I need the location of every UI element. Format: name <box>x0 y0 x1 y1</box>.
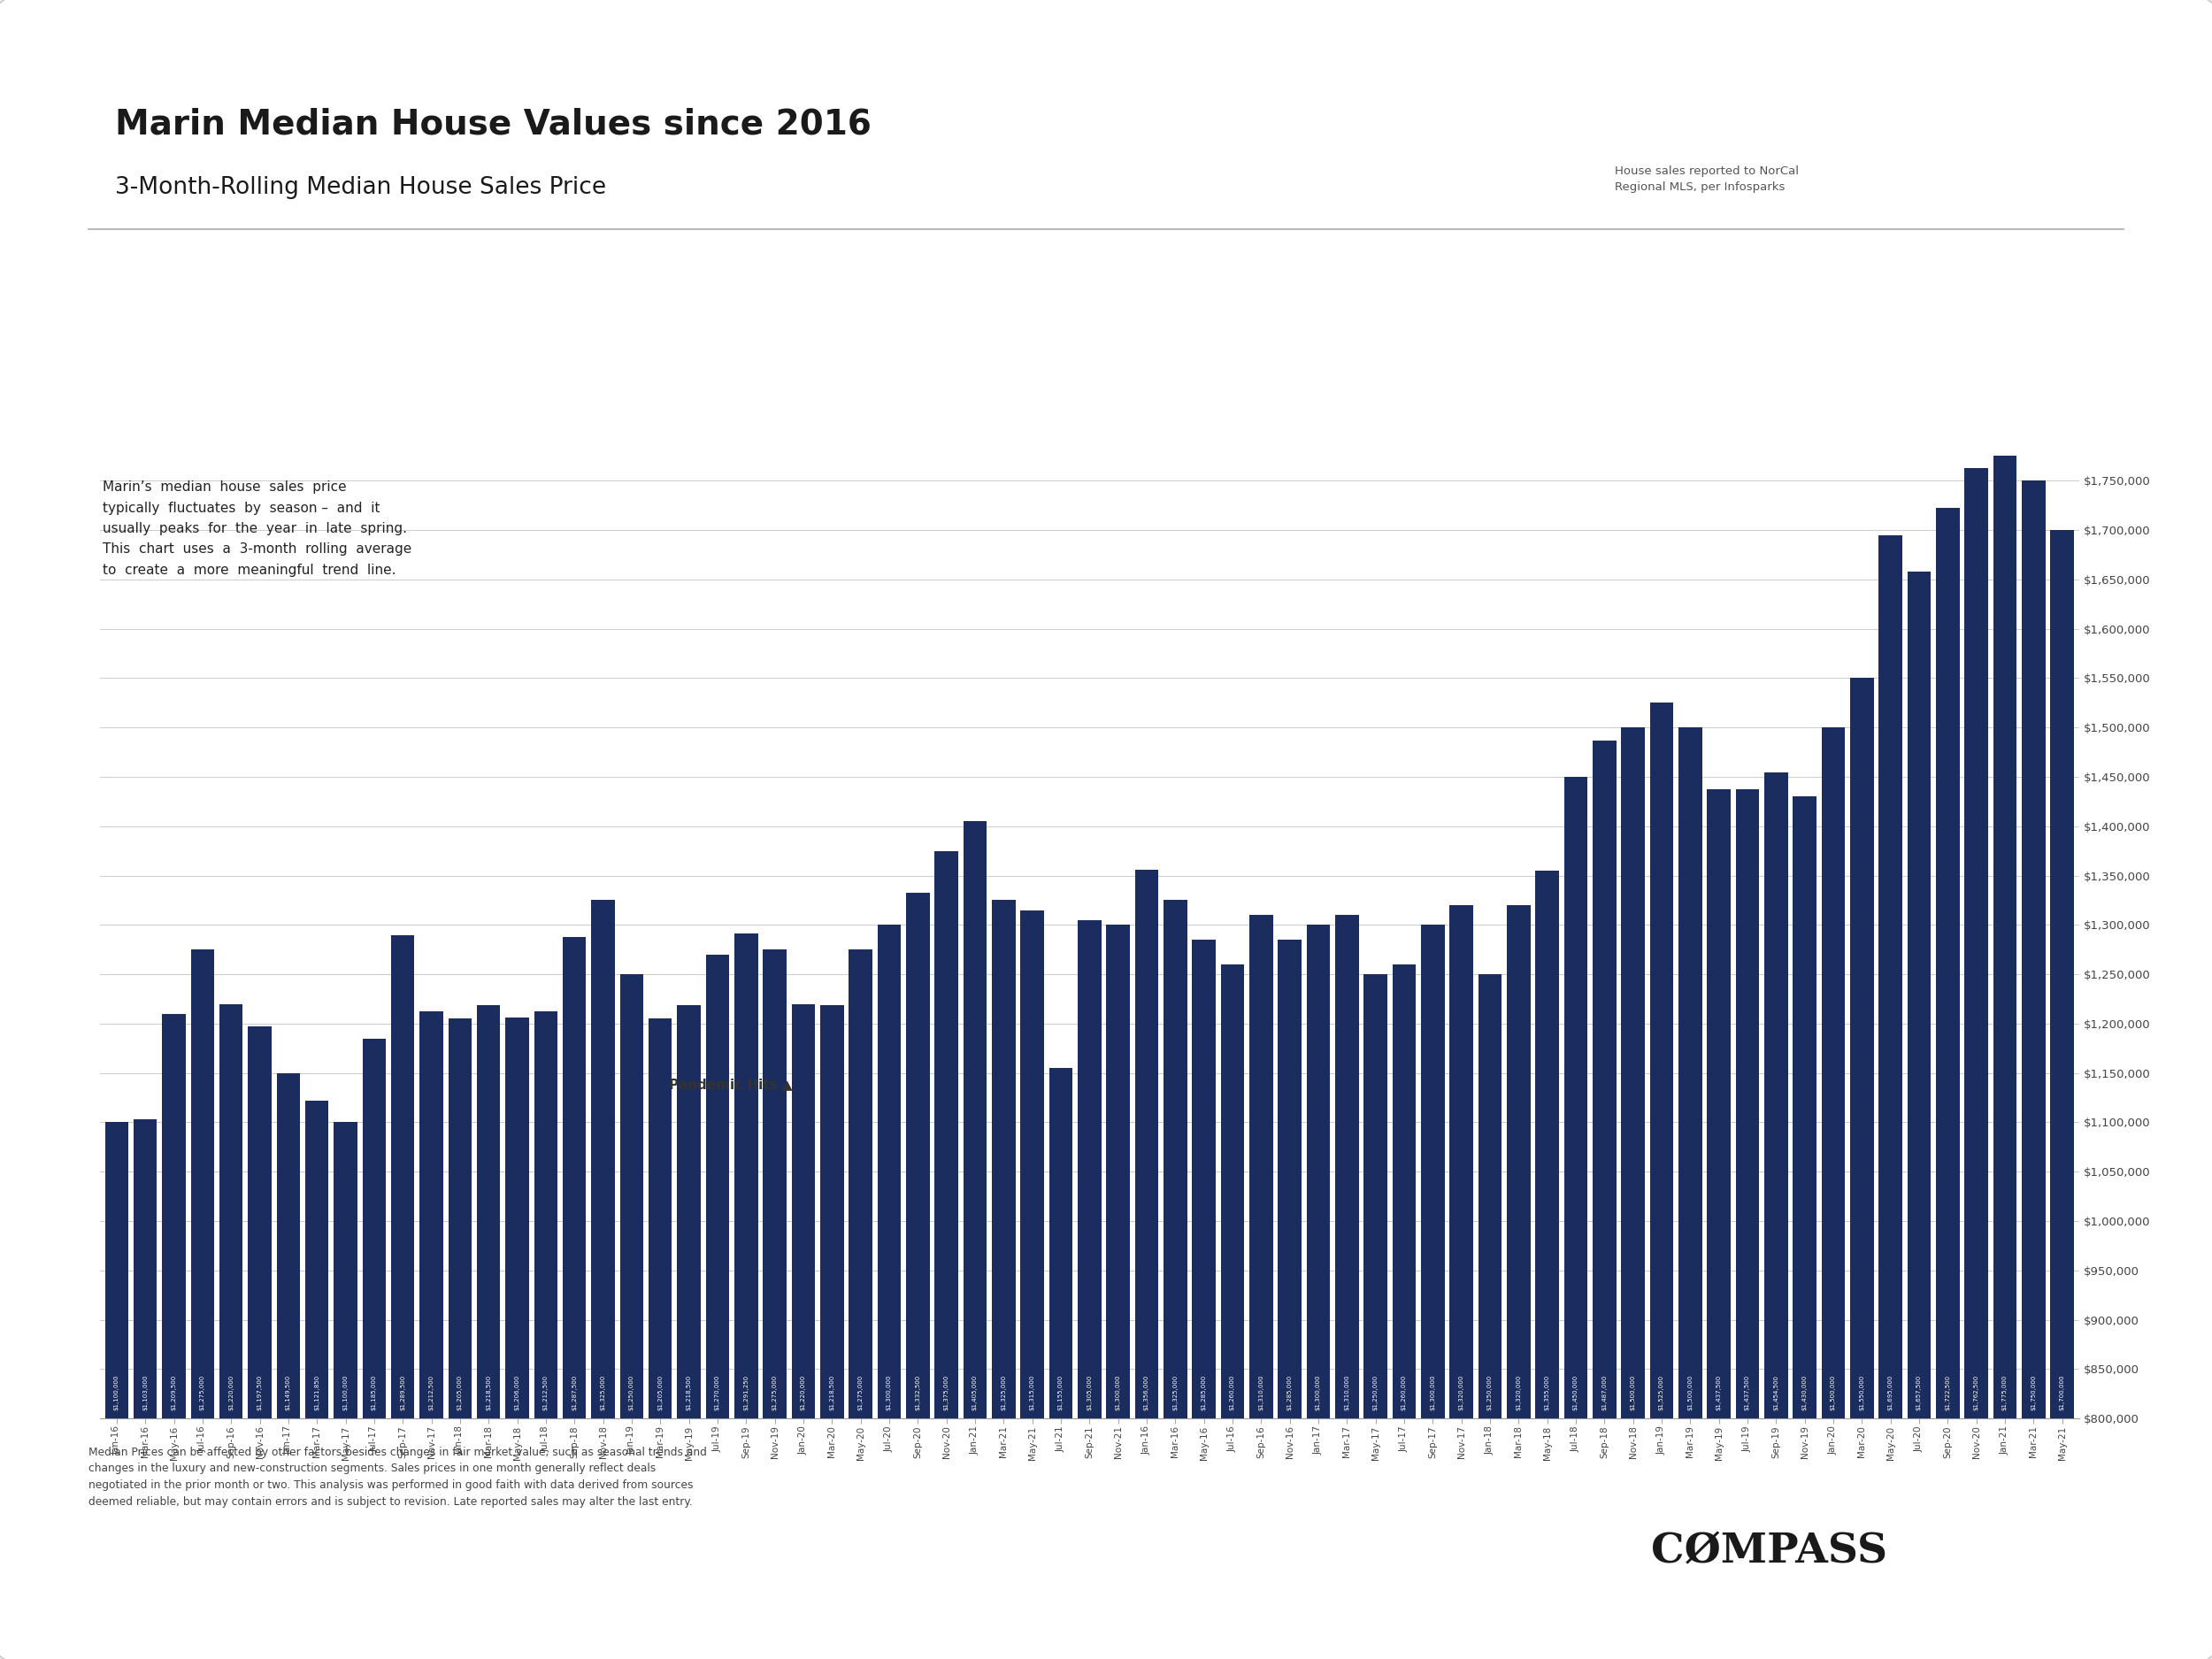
Text: $1,356,000: $1,356,000 <box>1144 1375 1150 1410</box>
Bar <box>792 1004 814 1659</box>
Text: $1,722,500: $1,722,500 <box>1944 1375 1951 1410</box>
Text: Marin Median House Values since 2016: Marin Median House Values since 2016 <box>115 108 872 141</box>
Text: $1,285,000: $1,285,000 <box>1287 1375 1292 1410</box>
Bar <box>449 1019 471 1659</box>
Text: $1,209,500: $1,209,500 <box>170 1375 177 1410</box>
Bar <box>1449 906 1473 1659</box>
Bar <box>991 901 1015 1659</box>
Bar <box>1279 939 1301 1659</box>
Text: $1,100,000: $1,100,000 <box>343 1375 347 1410</box>
Text: $1,285,000: $1,285,000 <box>1201 1375 1206 1410</box>
Bar <box>734 934 759 1659</box>
Text: $1,205,000: $1,205,000 <box>657 1375 664 1410</box>
Text: $1,310,000: $1,310,000 <box>1345 1375 1349 1410</box>
Bar <box>190 949 215 1659</box>
Bar <box>1192 939 1217 1659</box>
Bar <box>1679 727 1701 1659</box>
Bar <box>1535 871 1559 1659</box>
Bar <box>1221 964 1243 1659</box>
Text: $1,300,000: $1,300,000 <box>1316 1375 1321 1410</box>
Bar <box>1420 926 1444 1659</box>
Bar <box>2051 531 2075 1659</box>
Bar <box>420 1012 442 1659</box>
Bar <box>1478 974 1502 1659</box>
Bar <box>677 1005 701 1659</box>
Bar <box>276 1073 301 1659</box>
Text: $1,775,000: $1,775,000 <box>2002 1375 2008 1410</box>
Text: $1,430,000: $1,430,000 <box>1803 1375 1807 1410</box>
Text: $1,250,000: $1,250,000 <box>1374 1375 1378 1410</box>
Bar <box>478 1005 500 1659</box>
Text: $1,218,500: $1,218,500 <box>487 1375 491 1410</box>
Bar <box>562 937 586 1659</box>
Text: $1,525,000: $1,525,000 <box>1659 1375 1663 1410</box>
Text: $1,260,000: $1,260,000 <box>1230 1375 1234 1410</box>
Text: $1,320,000: $1,320,000 <box>1458 1375 1464 1410</box>
Bar <box>706 954 730 1659</box>
Text: $1,332,500: $1,332,500 <box>916 1375 920 1410</box>
Text: $1,325,000: $1,325,000 <box>599 1375 606 1410</box>
Bar <box>1708 790 1730 1659</box>
Bar <box>1020 911 1044 1659</box>
Bar <box>1106 926 1130 1659</box>
Text: $1,121,850: $1,121,850 <box>314 1375 319 1410</box>
Bar <box>1135 869 1159 1659</box>
Bar <box>248 1025 272 1659</box>
Bar <box>962 821 987 1659</box>
Bar <box>619 974 644 1659</box>
Bar <box>1907 572 1931 1659</box>
Bar <box>1048 1068 1073 1659</box>
Bar <box>1164 901 1188 1659</box>
Text: $1,762,500: $1,762,500 <box>1973 1375 1980 1410</box>
Text: $1,205,000: $1,205,000 <box>458 1375 462 1410</box>
Bar <box>104 1123 128 1659</box>
Bar <box>907 893 929 1659</box>
Text: 3-Month-Rolling Median House Sales Price: 3-Month-Rolling Median House Sales Price <box>115 176 606 199</box>
Text: $1,275,000: $1,275,000 <box>858 1375 863 1410</box>
Text: $1,695,000: $1,695,000 <box>1887 1375 1893 1410</box>
Text: $1,310,000: $1,310,000 <box>1259 1375 1263 1410</box>
Text: $1,250,000: $1,250,000 <box>1486 1375 1493 1410</box>
Bar <box>1564 776 1588 1659</box>
Bar <box>1250 916 1272 1659</box>
Text: $1,375,000: $1,375,000 <box>945 1375 949 1410</box>
Bar <box>1993 456 2017 1659</box>
Text: $1,550,000: $1,550,000 <box>1860 1375 1865 1410</box>
Bar <box>1307 926 1329 1659</box>
Bar <box>305 1100 330 1659</box>
Text: Pandemic Hits ▲: Pandemic Hits ▲ <box>668 1078 792 1092</box>
Text: $1,700,000: $1,700,000 <box>2059 1375 2064 1410</box>
Text: $1,500,000: $1,500,000 <box>1630 1375 1635 1410</box>
Bar <box>1077 921 1102 1659</box>
Text: $1,500,000: $1,500,000 <box>1832 1375 1836 1410</box>
Text: Marin’s  median  house  sales  price
typically  fluctuates  by  season –  and  i: Marin’s median house sales price typical… <box>102 481 411 577</box>
Bar <box>648 1019 672 1659</box>
Text: $1,325,000: $1,325,000 <box>1000 1375 1006 1410</box>
Bar <box>1736 790 1759 1659</box>
Bar <box>1593 740 1617 1659</box>
Text: $1,355,000: $1,355,000 <box>1544 1375 1551 1410</box>
Bar <box>1794 796 1816 1659</box>
Bar <box>363 1039 385 1659</box>
Text: $1,250,000: $1,250,000 <box>628 1375 635 1410</box>
Bar <box>878 926 900 1659</box>
Text: $1,212,500: $1,212,500 <box>544 1375 549 1410</box>
Bar <box>1650 703 1672 1659</box>
Bar <box>849 949 872 1659</box>
Bar <box>133 1120 157 1659</box>
Bar <box>2022 481 2046 1659</box>
Text: $1,149,500: $1,149,500 <box>285 1375 292 1410</box>
Bar <box>1765 773 1787 1659</box>
Text: CØMPASS: CØMPASS <box>1652 1531 1887 1571</box>
Text: $1,100,000: $1,100,000 <box>115 1375 119 1410</box>
Text: $1,103,000: $1,103,000 <box>142 1375 148 1410</box>
Bar <box>1621 727 1646 1659</box>
Text: $1,750,000: $1,750,000 <box>2031 1375 2037 1410</box>
Text: $1,305,000: $1,305,000 <box>1086 1375 1093 1410</box>
Text: $1,289,500: $1,289,500 <box>400 1375 405 1410</box>
Bar <box>1506 906 1531 1659</box>
Bar <box>1820 727 1845 1659</box>
Text: $1,450,000: $1,450,000 <box>1573 1375 1579 1410</box>
Bar <box>1964 468 1989 1659</box>
